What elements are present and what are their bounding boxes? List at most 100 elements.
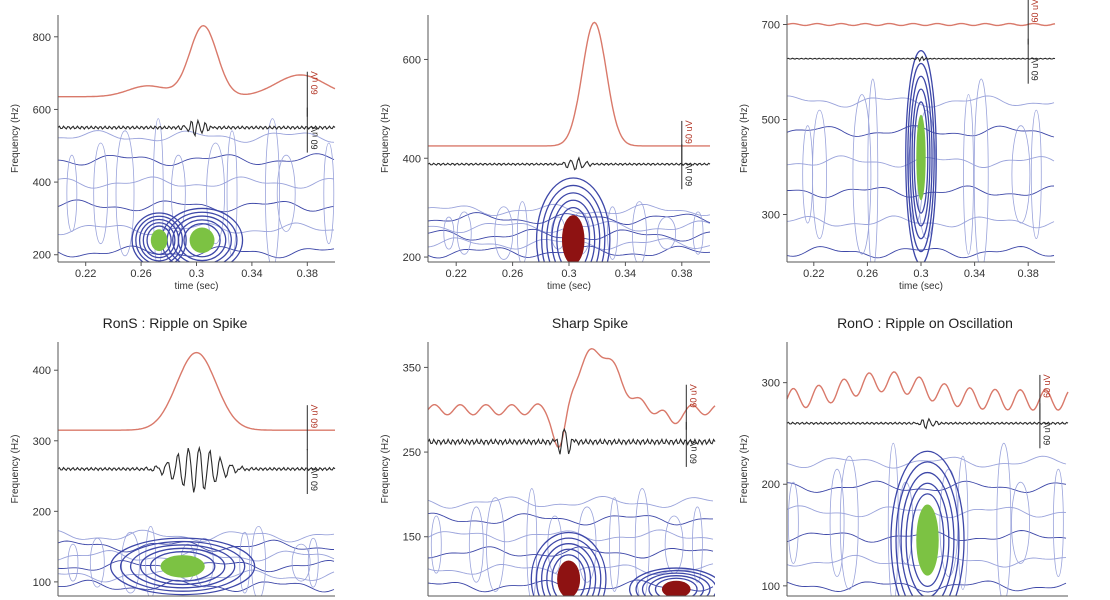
blob-contour bbox=[109, 537, 256, 596]
blob-contour bbox=[129, 544, 236, 589]
raw-trace bbox=[428, 21, 710, 147]
blob-contour bbox=[142, 222, 176, 259]
y-tick-label: 150 bbox=[403, 532, 421, 544]
blob-contour bbox=[635, 569, 715, 596]
blob-contour bbox=[146, 225, 172, 256]
blob-contour bbox=[913, 101, 929, 214]
x-tick-label: 0.22 bbox=[75, 268, 96, 280]
blob-contour bbox=[172, 215, 232, 262]
raw-trace bbox=[58, 24, 336, 98]
filtered-trace bbox=[57, 118, 336, 138]
y-tick-label: 400 bbox=[33, 365, 51, 377]
panel-bottom-left: RonS : Ripple on Spike 60 uV 60 uV 100 200 30… bbox=[10, 315, 336, 597]
contour-line bbox=[428, 203, 710, 217]
blob-contour bbox=[138, 218, 180, 262]
contour-streak bbox=[692, 211, 704, 255]
y-tick-label: 200 bbox=[33, 250, 51, 262]
raw-trace bbox=[786, 371, 1069, 411]
contour-streak bbox=[115, 130, 135, 257]
contour-streak bbox=[692, 506, 703, 583]
y-tick-label: 700 bbox=[762, 20, 780, 32]
panel-bottom-middle: Sharp Spike 60 uV 60 uV 150 250 350 Frequency … bbox=[380, 315, 716, 597]
blob-contour bbox=[551, 554, 586, 596]
raw-trace bbox=[58, 351, 335, 431]
contour-streak bbox=[494, 206, 514, 260]
filtered-trace bbox=[786, 55, 1056, 63]
blob-contour bbox=[890, 450, 965, 596]
contour-line bbox=[58, 153, 335, 167]
contour-line bbox=[428, 546, 714, 559]
blob-contour bbox=[131, 212, 187, 262]
x-tick-label: 0.38 bbox=[297, 268, 318, 280]
contour-streak bbox=[1052, 468, 1064, 577]
contour-streak bbox=[812, 109, 827, 240]
contour-streak bbox=[607, 206, 618, 260]
contour-streak bbox=[632, 201, 647, 262]
contour-line bbox=[58, 529, 335, 543]
blob-contour bbox=[541, 543, 597, 596]
raw-trace bbox=[427, 347, 716, 449]
contour-line bbox=[787, 480, 1067, 493]
blob-contour bbox=[895, 461, 960, 596]
filtered-trace bbox=[786, 417, 1069, 430]
contour-streak bbox=[577, 506, 597, 583]
contour-streak bbox=[251, 525, 266, 596]
scale-label: 60 uV bbox=[309, 467, 319, 491]
contour-streak bbox=[526, 488, 538, 596]
contour-streak bbox=[867, 78, 879, 262]
contour-streak bbox=[67, 543, 79, 582]
scale-label: 60 uV bbox=[309, 71, 319, 95]
contour-streak bbox=[852, 94, 872, 255]
contour-streak bbox=[265, 118, 280, 262]
panel-top-left: 60 uV 60 uV 200 400 600 800 0.22 0.26 0.3 0.34 0.3… bbox=[10, 15, 336, 292]
blob-peak bbox=[557, 560, 581, 596]
contour-line bbox=[58, 222, 335, 236]
y-tick-label: 100 bbox=[762, 581, 780, 593]
y-tick-label: 800 bbox=[33, 32, 51, 44]
contour-streak bbox=[276, 154, 296, 232]
contour-streak bbox=[307, 537, 319, 588]
contour-group bbox=[787, 442, 1067, 596]
y-axis-label: Frequency (Hz) bbox=[380, 104, 391, 173]
x-tick-label: 0.34 bbox=[964, 268, 985, 280]
x-tick-label: 0.3 bbox=[561, 268, 576, 280]
contour-group bbox=[428, 177, 710, 262]
panel-title: RonO : Ripple on Oscillation bbox=[837, 315, 1013, 331]
blob-contour bbox=[556, 207, 591, 262]
contour-streak bbox=[634, 488, 650, 596]
blob-contour bbox=[135, 215, 184, 262]
blob-contour bbox=[535, 537, 602, 596]
x-tick-label: 0.22 bbox=[445, 268, 466, 280]
scale-label: 60 uV bbox=[1042, 374, 1052, 398]
scale-label: 60 uV bbox=[309, 126, 319, 150]
contour-line bbox=[428, 529, 714, 543]
x-tick-label: 0.26 bbox=[130, 268, 151, 280]
raw-trace bbox=[786, 22, 1056, 27]
y-tick-label: 200 bbox=[762, 479, 780, 491]
blob-contour bbox=[551, 199, 596, 262]
contour-streak bbox=[787, 481, 799, 564]
blob-contour bbox=[641, 572, 711, 596]
panel-title: RonS : Ripple on Spike bbox=[103, 315, 248, 331]
contour-line bbox=[58, 539, 334, 553]
contour-streak bbox=[291, 543, 311, 582]
blob-contour bbox=[905, 50, 937, 262]
contour-line bbox=[58, 569, 335, 583]
contour-streak bbox=[66, 154, 78, 232]
blob-contour bbox=[546, 548, 592, 596]
blob-peak bbox=[150, 229, 168, 252]
contour-streak bbox=[996, 442, 1012, 596]
blob-peak bbox=[561, 215, 585, 262]
y-tick-label: 300 bbox=[762, 378, 780, 390]
contour-streak bbox=[170, 154, 186, 232]
x-tick-label: 0.38 bbox=[671, 268, 692, 280]
blob-contour bbox=[628, 567, 715, 596]
blob-contour bbox=[119, 540, 246, 592]
contour-line bbox=[787, 455, 1067, 469]
contour-group bbox=[58, 118, 335, 262]
blob-contour bbox=[648, 575, 705, 596]
contour-streak bbox=[93, 142, 109, 245]
blob-peak bbox=[916, 504, 939, 576]
contour-line bbox=[428, 496, 714, 509]
scale-label: 60 uV bbox=[684, 120, 694, 144]
